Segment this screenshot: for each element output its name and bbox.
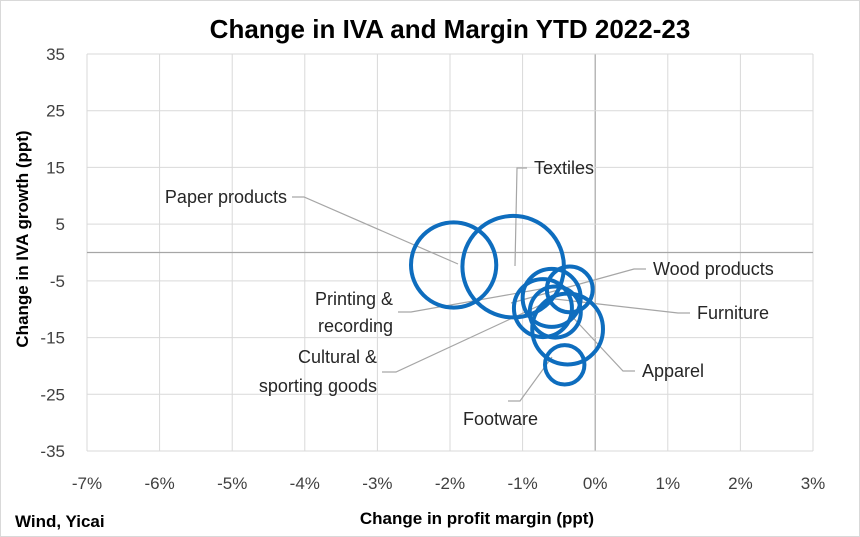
y-tick-label: -5 (50, 272, 65, 291)
gridlines (86, 53, 814, 452)
y-axis-title: Change in IVA growth (ppt) (13, 130, 32, 347)
bubble-marker (527, 284, 583, 340)
x-tick-label: -5% (217, 474, 247, 493)
leader-line (508, 356, 553, 402)
data-label: Printing & (315, 289, 393, 309)
bubble-marker (530, 291, 605, 367)
x-axis-title: Change in profit margin (ppt) (360, 509, 594, 528)
bubbles (409, 213, 605, 387)
data-label: sporting goods (259, 376, 377, 396)
data-label: Textiles (534, 158, 594, 178)
x-axis-ticks: -7% -6% -5% -4% -3% -2% -1% 0% 1% 2% 3% (72, 474, 825, 493)
data-label: Furniture (697, 303, 769, 323)
leader-line (398, 286, 553, 313)
y-tick-label: -35 (40, 442, 65, 461)
data-label: recording (318, 316, 393, 336)
bubble-marker (511, 277, 574, 340)
x-tick-label: 2% (728, 474, 753, 493)
bubble-marker (409, 220, 499, 310)
leader-line (554, 298, 690, 314)
y-tick-label: 35 (46, 45, 65, 64)
leader-line (382, 301, 548, 373)
y-tick-label: 25 (46, 102, 65, 121)
x-tick-label: -1% (507, 474, 537, 493)
point-labels: Paper products Textiles Wood products Print… (165, 158, 774, 429)
data-label: Footware (463, 409, 538, 429)
leader-line (514, 167, 527, 267)
y-axis-ticks: 35 25 15 5 -5 -15 -25 -35 (40, 45, 65, 461)
x-tick-label: -3% (362, 474, 392, 493)
x-tick-label: 0% (583, 474, 608, 493)
y-tick-label: -25 (40, 385, 65, 404)
chart-title: Change in IVA and Margin YTD 2022-23 (210, 14, 691, 44)
leader-lines (292, 167, 690, 402)
data-label: Paper products (165, 187, 287, 207)
x-tick-label: -7% (72, 474, 102, 493)
leader-line (292, 196, 459, 265)
leader-line (565, 309, 635, 372)
data-label: Apparel (642, 361, 704, 381)
bubble-marker (542, 343, 587, 387)
data-label: Cultural & (298, 347, 377, 367)
x-tick-label: 3% (801, 474, 826, 493)
leader-line (510, 268, 646, 304)
y-tick-label: -15 (40, 329, 65, 348)
x-tick-label: 1% (656, 474, 681, 493)
y-tick-label: 5 (56, 215, 65, 234)
source-note: Wind, Yicai (15, 512, 105, 531)
x-tick-label: -4% (290, 474, 320, 493)
x-tick-label: -2% (435, 474, 465, 493)
data-label: Wood products (653, 259, 774, 279)
x-tick-label: -6% (144, 474, 174, 493)
y-tick-label: 15 (46, 158, 65, 177)
